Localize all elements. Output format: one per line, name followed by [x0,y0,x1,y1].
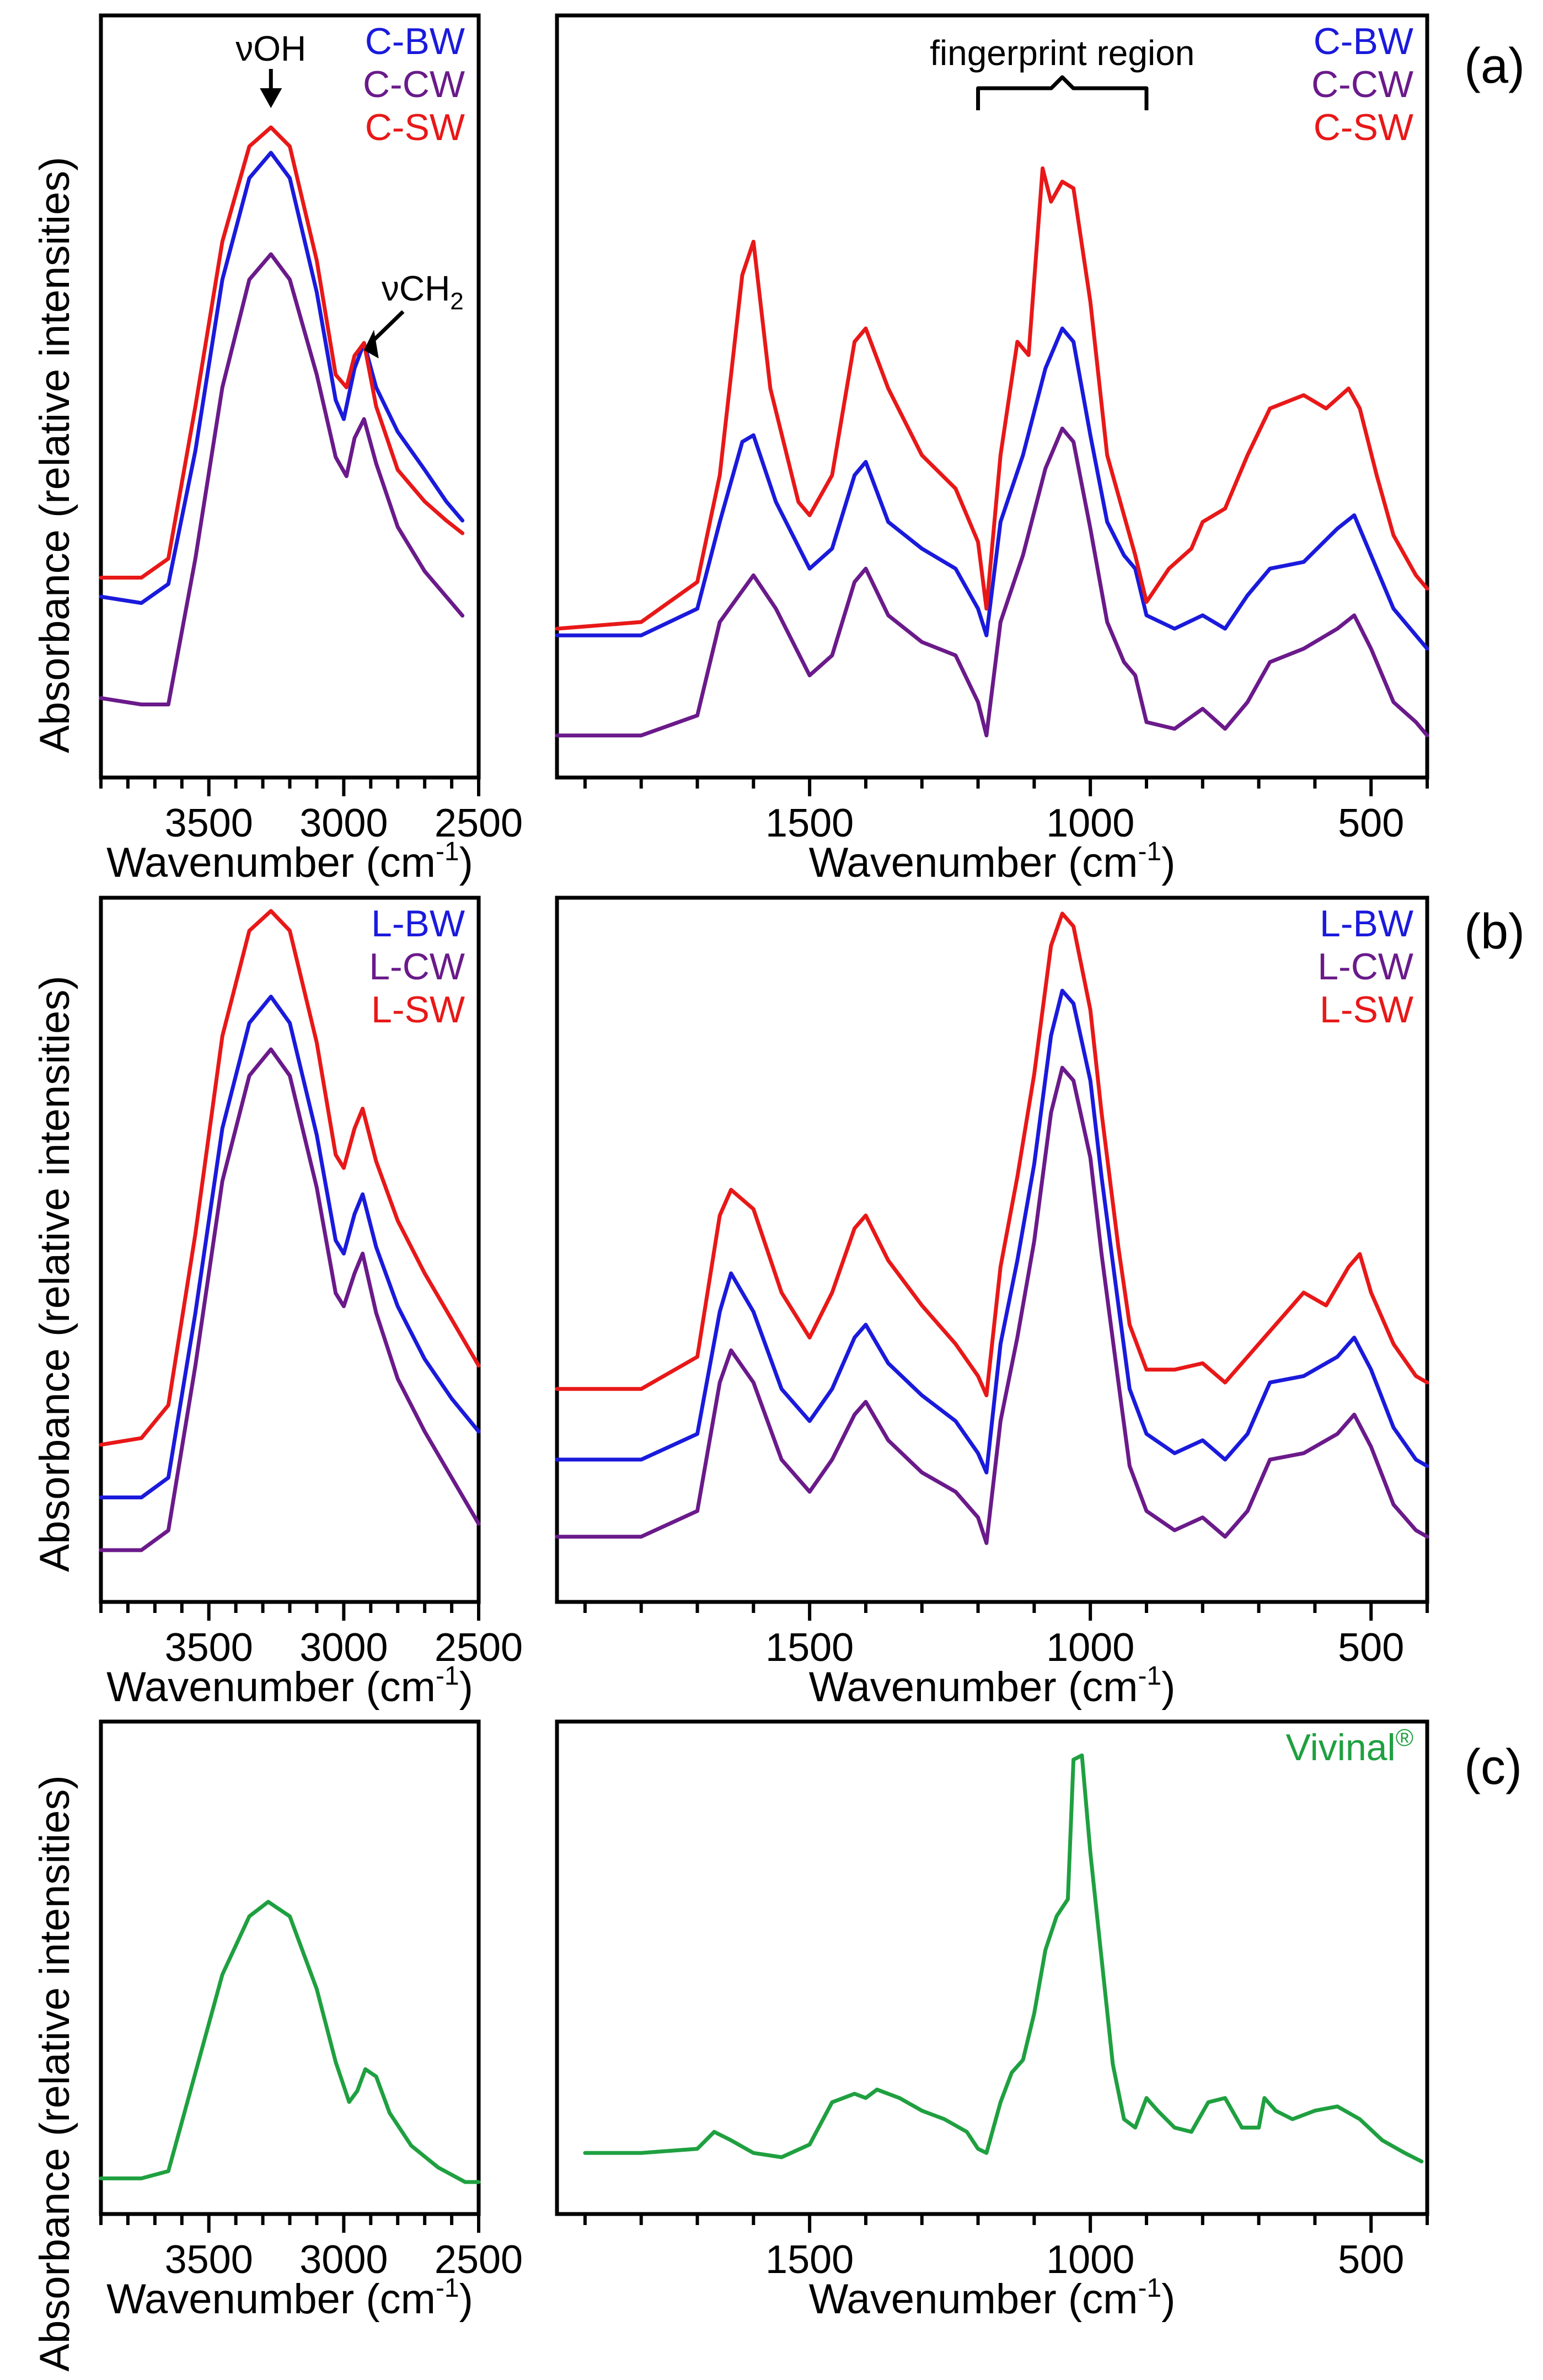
series-line-l-bw [555,989,1429,1475]
series-line-l-sw [555,912,1429,1397]
x-tick-label: 1000 [1046,1626,1134,1670]
x-axis-label: Wavenumber (cm-1) [106,1661,473,1711]
series-line-l-cw [99,1047,481,1552]
panel-b-low-wavenumber: 1500 1000 500 Wavenumber (cm-1) L-BWL-CWL-SW [555,896,1429,1711]
plot-frame [555,896,1429,1604]
x-tick-label: 1000 [1046,2238,1134,2282]
x-tick-label: 500 [1338,1626,1404,1670]
x-axis-label-main: Wavenumber (cm [809,1664,1138,1711]
annotation-vch2-subscript: 2 [450,288,463,315]
x-tick-label: 3000 [299,1626,388,1670]
x-axis-label-superscript: -1 [436,2274,459,2303]
plot-frame [555,13,1429,780]
x-tick-label: 3500 [165,1626,253,1670]
ylabel-b: Absorbance (relative intensities) [31,975,78,1572]
x-tick-label: 3000 [299,801,388,845]
panel-label-b: (b) [1464,904,1525,959]
x-tick-label: 3000 [299,2238,388,2282]
legend-entry: L-BW [1320,903,1413,945]
x-tick-label: 500 [1338,801,1404,845]
x-axis-label-close: ) [1161,1664,1175,1711]
legend-entry: L-CW [369,946,465,988]
legend-entry: L-SW [1320,989,1413,1031]
annotation-vch2: νCH2 [382,269,464,315]
ylabel-a: Absorbance (relative intensities) [31,157,78,753]
x-tick-label: 2500 [435,2238,523,2282]
series-line-c-sw [555,166,1429,631]
x-axis-label-close: ) [459,2276,473,2323]
legend-entry: L-BW [371,903,465,945]
x-axis-label-main: Wavenumber (cm [809,2276,1138,2323]
x-axis-label: Wavenumber (cm-1) [809,1661,1176,1711]
x-tick-label: 1000 [1046,801,1134,845]
x-tick-label: 3500 [165,801,253,845]
legend-entry-name: Vivinal [1285,1727,1395,1768]
panel-label-a: (a) [1464,39,1525,94]
x-axis-label: Wavenumber (cm-1) [809,837,1176,886]
legend-entry: C-BW [365,20,465,62]
legend-entry-mark: ® [1396,1724,1413,1751]
x-axis-label: Wavenumber (cm-1) [809,2274,1176,2323]
legend-entry: Vivinal® [1285,1724,1413,1768]
series-line-c-cw [555,426,1429,738]
series-line-vivinal [99,1900,481,2184]
annotation-voh-arrow-head [260,88,282,108]
plot-frame [99,1719,481,2216]
x-tick-label: 2500 [435,1626,523,1670]
x-axis-label-superscript: -1 [436,1661,459,1691]
series-line-c-bw [555,326,1429,651]
x-axis-label-close: ) [459,839,473,886]
annotation-fingerprint-region: fingerprint region [930,33,1194,73]
ylabel-c: Absorbance (relative intensities) [31,1775,78,2371]
legend-entry: C-SW [365,106,465,148]
series-line-c-bw [99,151,465,605]
annotation-vch2-arrow-head [364,330,379,358]
x-tick-label: 1500 [765,1626,854,1670]
x-axis-label-main: Wavenumber (cm [809,839,1138,886]
x-axis-label: Wavenumber (cm-1) [106,837,473,886]
panel-label-c: (c) [1464,1740,1522,1795]
series-line-c-cw [99,252,465,706]
series-line-c-sw [99,125,465,580]
x-axis-label-close: ) [1161,839,1175,886]
x-tick-label: 2500 [435,801,523,845]
x-tick-label: 1500 [765,2238,854,2282]
plot-frame [555,1719,1429,2216]
legend-entry: L-CW [1317,946,1413,988]
legend-entry: C-CW [363,63,465,105]
x-tick-label: 3500 [165,2238,253,2282]
annotation-voh: νOH [235,29,306,68]
legend-entry: C-SW [1314,106,1413,148]
panel-a-low-wavenumber: 1500 1000 500 Wavenumber (cm-1) C-BWC-CWC-SW… [555,13,1429,886]
x-axis-label-superscript: -1 [1138,2274,1161,2303]
series-line-l-sw [99,909,481,1447]
x-axis-label: Wavenumber (cm-1) [106,2274,473,2323]
series-line-l-bw [99,994,481,1499]
series-line-vivinal [583,1753,1424,2164]
x-axis-label-close: ) [459,1664,473,1711]
legend-entry: C-CW [1311,63,1413,105]
annotation-vch2-arrow-shaft [369,310,405,345]
annotation-fingerprint-bracket [976,75,1149,110]
x-tick-label: 500 [1338,2238,1404,2282]
x-axis-label-superscript: -1 [436,837,459,866]
panel-c-low-wavenumber: 1500 1000 500 Wavenumber (cm-1) Vivinal® [555,1719,1429,2323]
x-axis-label-close: ) [1161,2276,1175,2323]
series-line-l-cw [555,1065,1429,1545]
x-axis-label-superscript: -1 [1138,837,1161,866]
x-axis-label-main: Wavenumber (cm [106,1664,436,1711]
annotation-vch2-main: νCH [382,269,450,308]
x-axis-label-main: Wavenumber (cm [106,839,436,886]
x-axis-label-main: Wavenumber (cm [106,2276,436,2323]
x-tick-label: 1500 [765,801,854,845]
legend-entry: L-SW [371,989,465,1031]
legend-entry: C-BW [1314,20,1413,62]
x-axis-label-superscript: -1 [1138,1661,1161,1691]
